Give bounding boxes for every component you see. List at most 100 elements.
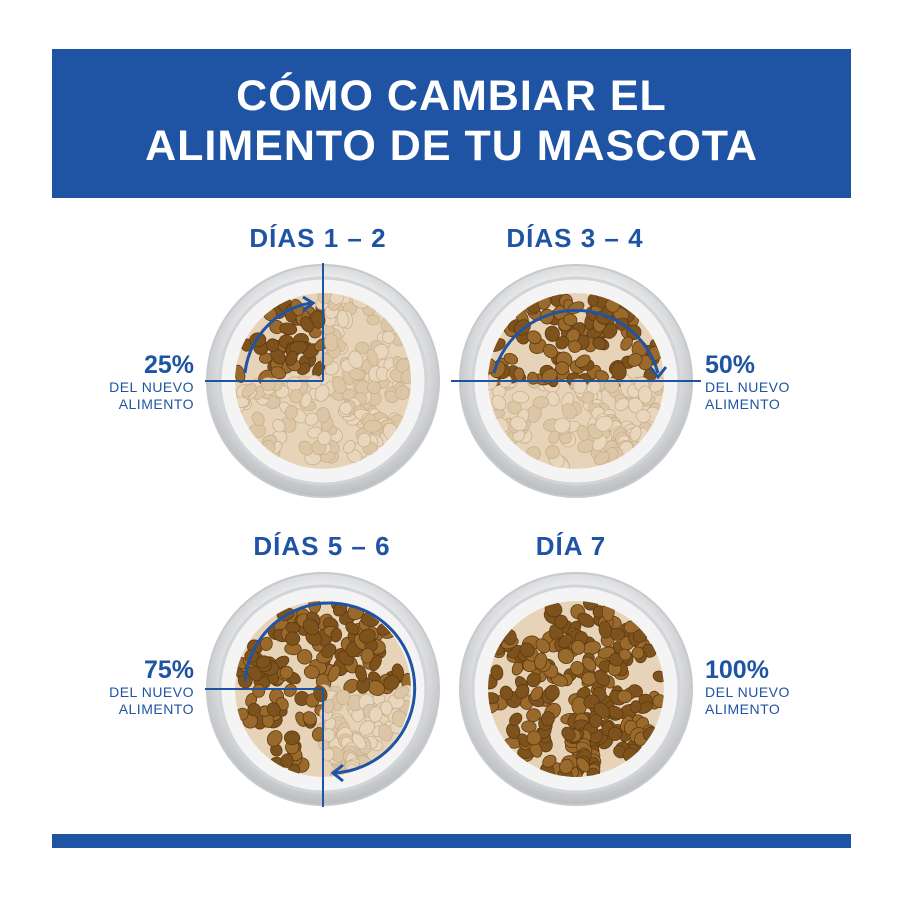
page-title-line-2: ALIMENTO DE TU MASCOTA: [145, 122, 758, 170]
old-food-kibble: [284, 404, 298, 420]
old-food-kibble: [381, 330, 396, 344]
food-bowl-2: [451, 264, 701, 498]
old-food-kibble: [241, 383, 257, 398]
new-food-kibble: [285, 631, 301, 646]
new-food-kibble: [515, 684, 530, 699]
new-food-kibble: [247, 702, 261, 717]
new-food-kibble: [631, 646, 645, 660]
old-food-kibble: [317, 430, 332, 446]
stage-title-days-3-4: DÍAS 3 – 4: [506, 223, 644, 253]
stage-4-percent: 100%: [705, 656, 769, 684]
new-food-kibble: [555, 361, 570, 376]
new-food-kibble: [557, 648, 575, 664]
old-food-kibble: [561, 403, 577, 420]
old-food-kibble: [339, 401, 353, 415]
new-food-kibble: [280, 753, 294, 768]
new-food-kibble: [519, 642, 535, 658]
new-food-kibble: [327, 664, 341, 683]
old-food-kibble: [367, 380, 381, 395]
new-food-kibble: [526, 330, 542, 345]
stage-1-caption-line-1: DEL NUEVO: [109, 379, 194, 395]
food-bowl-1: [205, 263, 440, 498]
new-food-kibble: [544, 684, 560, 701]
old-food-kibble: [393, 686, 410, 699]
new-food-kibble: [594, 669, 610, 687]
new-food-kibble: [345, 622, 360, 635]
new-food-kibble: [588, 714, 603, 728]
old-food-kibble: [510, 416, 527, 432]
stage-title-day-7: DÍA 7: [535, 531, 607, 561]
old-food-kibble: [298, 440, 314, 456]
new-food-kibble: [628, 684, 643, 698]
new-food-kibble: [607, 726, 623, 741]
stage-1-percent: 25%: [143, 351, 194, 379]
old-food-kibble: [355, 341, 370, 354]
old-food-kibble: [511, 391, 530, 404]
old-food-kibble: [331, 375, 347, 394]
new-food-kibble: [577, 612, 595, 628]
new-food-kibble: [383, 675, 400, 691]
new-food-kibble: [303, 665, 320, 680]
old-food-kibble: [359, 720, 375, 736]
stage-title-days-1-2: DÍAS 1 – 2: [249, 223, 387, 253]
stage-3-caption-line-2: ALIMENTO: [118, 701, 194, 717]
new-food-kibble: [296, 649, 313, 665]
stage-4-percent-label: 100% DEL NUEVO ALIMENTO: [705, 656, 835, 718]
old-food-kibble: [363, 419, 383, 433]
new-food-kibble: [575, 354, 591, 368]
new-food-kibble: [530, 686, 544, 702]
new-food-kibble: [559, 758, 574, 774]
new-food-kibble: [321, 643, 337, 658]
old-food-kibble: [314, 384, 330, 402]
stage-1-caption: DEL NUEVO ALIMENTO: [64, 379, 194, 413]
new-food-kibble: [284, 730, 301, 746]
new-food-kibble: [283, 683, 297, 697]
old-food-kibble: [324, 332, 339, 352]
new-food-kibble: [582, 656, 597, 672]
new-food-kibble: [540, 711, 555, 727]
old-food-kibble: [384, 390, 399, 403]
old-food-kibble: [348, 350, 364, 369]
new-food-kibble: [598, 620, 612, 639]
new-food-kibble: [566, 328, 580, 343]
new-food-kibble: [617, 689, 633, 704]
page-title: CÓMO CAMBIAR EL ALIMENTO DE TU MASCOTA: [52, 71, 851, 171]
old-food-kibble: [572, 378, 587, 395]
new-food-kibble: [255, 655, 271, 669]
new-food-kibble: [535, 638, 551, 654]
new-food-kibble: [526, 672, 542, 688]
old-food-kibble: [635, 409, 651, 423]
old-food-kibble: [366, 314, 380, 326]
new-food-kibble: [627, 352, 643, 367]
old-food-kibble: [378, 723, 393, 742]
new-food-kibble: [555, 335, 570, 350]
stage-4-caption-line-1: DEL NUEVO: [705, 684, 790, 700]
page-title-line-1: CÓMO CAMBIAR EL: [236, 72, 667, 120]
old-food-kibble: [395, 385, 410, 400]
new-food-kibble: [490, 664, 504, 681]
new-food-kibble: [488, 692, 500, 705]
new-food-kibble: [526, 730, 542, 746]
stage-title-days-5-6: DÍAS 5 – 6: [253, 531, 391, 561]
stage-2-percent: 50%: [705, 351, 756, 379]
old-food-kibble: [545, 445, 560, 460]
new-food-kibble: [534, 652, 548, 670]
stage-3-caption-line-1: DEL NUEVO: [109, 684, 194, 700]
new-food-kibble: [558, 634, 573, 649]
old-food-kibble: [638, 385, 653, 404]
new-food-kibble: [544, 325, 560, 342]
old-food-kibble: [593, 451, 610, 466]
stage-1-caption-line-2: ALIMENTO: [118, 396, 194, 412]
stage-2-percent-label: 50% DEL NUEVO ALIMENTO: [705, 351, 835, 413]
new-food-kibble: [266, 730, 283, 747]
new-food-kibble: [300, 316, 314, 333]
old-food-kibble: [251, 411, 265, 427]
new-food-kibble: [509, 712, 523, 726]
stage-4-caption-line-2: ALIMENTO: [705, 701, 781, 717]
stage-3-percent: 75%: [143, 656, 194, 684]
old-food-kibble: [553, 417, 571, 434]
new-food-kibble: [561, 726, 576, 741]
stage-1-percent-label: 25% DEL NUEVO ALIMENTO: [64, 351, 194, 413]
old-food-kibble: [357, 432, 371, 448]
new-food-kibble: [592, 337, 607, 350]
